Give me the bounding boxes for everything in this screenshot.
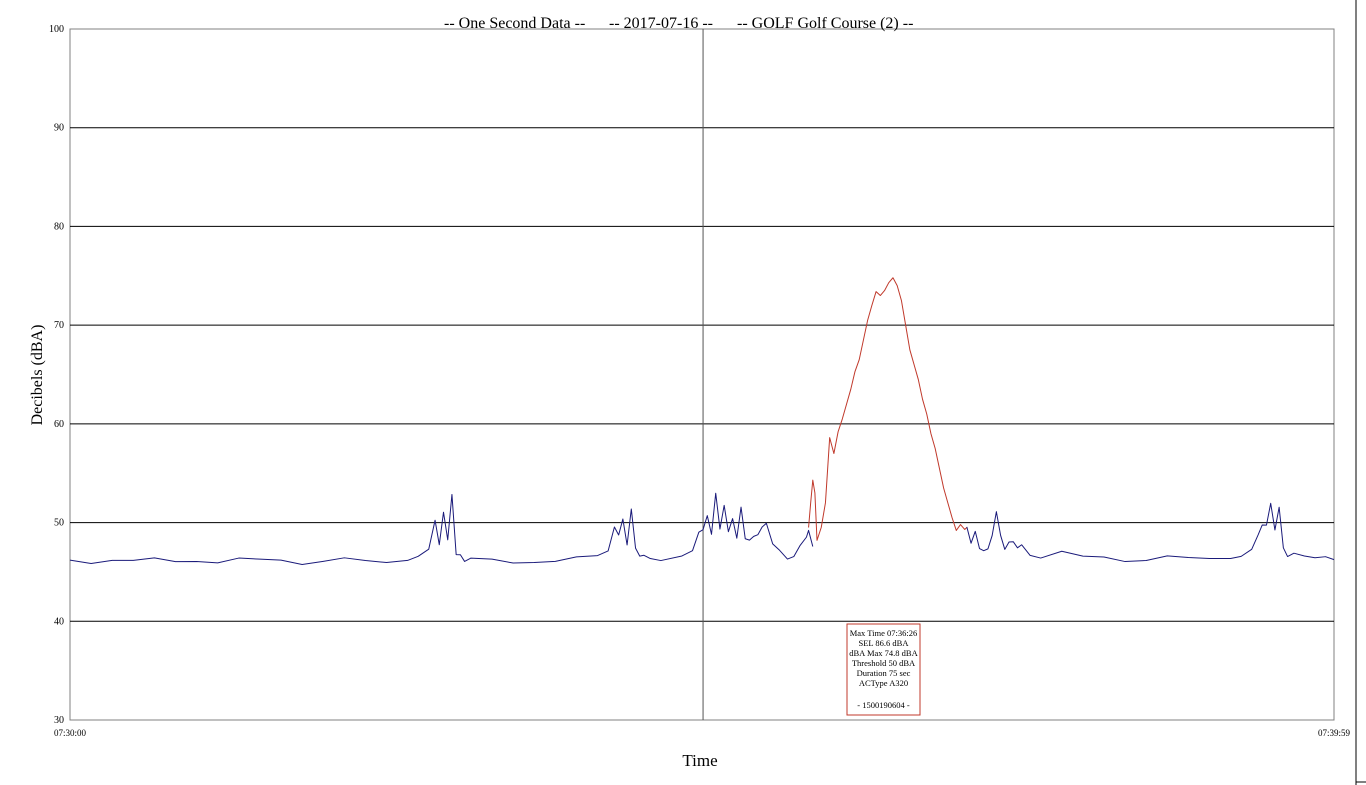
annotation-duration: Duration 75 sec: [857, 668, 911, 678]
y-tick-label: 90: [54, 123, 64, 134]
annotation-actype: ACType A320: [859, 678, 908, 688]
annotation-sel: SEL 86.6 dBA: [859, 638, 910, 648]
annotation-threshold: Threshold 50 dBA: [852, 658, 916, 668]
series-group: [69, 277, 1335, 565]
annotation-event-id: - 1500190604 -: [857, 700, 910, 710]
y-tick-label: 70: [54, 320, 64, 331]
title-part-location: -- GOLF Golf Course (2) --: [737, 15, 913, 32]
y-axis-label: Decibels (dBA): [29, 325, 46, 426]
series-line-background-0: [69, 492, 814, 565]
y-tick-label: 30: [54, 715, 64, 726]
y-tick-labels: 30 40 50 60 70 80 90 100: [49, 24, 64, 726]
plot-area: [69, 28, 1335, 721]
annotation-max-time: Max Time 07:36:26: [850, 628, 918, 638]
y-tick-label: 40: [54, 616, 64, 627]
title-part-data-type: -- One Second Data --: [444, 15, 585, 32]
series-line-background-2: [966, 502, 1335, 563]
y-tick-label: 100: [49, 24, 64, 35]
event-annotation-box: [846, 623, 921, 716]
x-tick-start: 07:30:00: [54, 728, 87, 738]
x-tick-end: 07:39:59: [1318, 728, 1351, 738]
title-part-date: -- 2017-07-16 --: [609, 15, 713, 32]
gridlines: [70, 127, 1334, 622]
y-tick-label: 60: [54, 419, 64, 430]
y-tick-label: 80: [54, 221, 64, 232]
event-annotation: Max Time 07:36:26 SEL 86.6 dBA dBA Max 7…: [846, 623, 921, 716]
series-line-event-1: [808, 277, 968, 541]
x-axis-label: Time: [682, 751, 717, 770]
annotation-dba-max: dBA Max 74.8 dBA: [849, 648, 918, 658]
y-tick-label: 50: [54, 518, 64, 529]
